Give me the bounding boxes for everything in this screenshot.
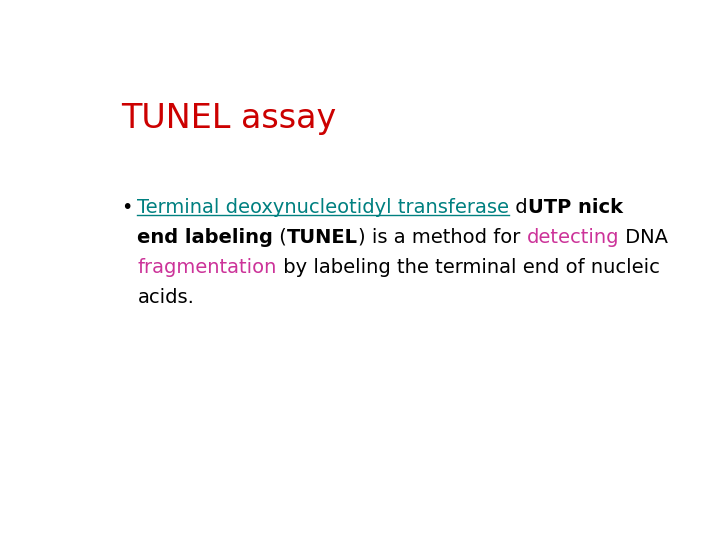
Text: acids.: acids. [138,288,194,307]
Text: end labeling: end labeling [138,228,274,247]
Text: DNA: DNA [619,228,668,247]
Text: (: ( [274,228,287,247]
Text: UTP nick: UTP nick [528,198,623,217]
Text: d: d [510,198,528,217]
Text: TUNEL: TUNEL [287,228,358,247]
Text: by labeling the terminal end of nucleic: by labeling the terminal end of nucleic [276,258,660,276]
Text: ) is a method for: ) is a method for [358,228,527,247]
Text: fragmentation: fragmentation [138,258,276,276]
Text: TUNEL assay: TUNEL assay [121,102,336,135]
Text: •: • [121,198,132,217]
Text: detecting: detecting [527,228,619,247]
Text: Terminal deoxynucleotidyl transferase: Terminal deoxynucleotidyl transferase [138,198,510,217]
